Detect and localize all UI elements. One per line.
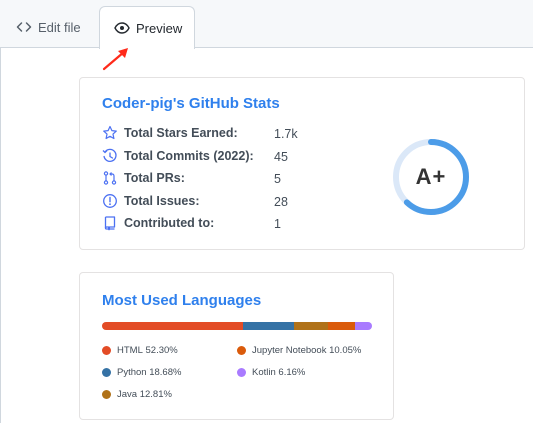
language-bar-segment xyxy=(243,322,294,330)
language-item-kotlin: Kotlin 6.16% xyxy=(237,367,305,378)
issue-icon xyxy=(102,193,118,209)
annotation-arrow xyxy=(102,48,128,71)
tab-preview[interactable]: Preview xyxy=(99,6,195,49)
language-item-python: Python 18.68% xyxy=(102,367,181,378)
language-percent: 6.16% xyxy=(278,367,306,378)
language-bar-segment xyxy=(355,322,372,330)
star-icon xyxy=(102,125,118,141)
stat-value-issues: 28 xyxy=(274,195,288,209)
stat-value-contributed: 1 xyxy=(274,217,281,231)
history-icon xyxy=(102,148,118,164)
stat-row-stars: Total Stars Earned: xyxy=(102,124,238,142)
language-bar-segment xyxy=(102,322,244,330)
stat-label-prs: Total PRs: xyxy=(124,171,185,185)
language-name: HTML xyxy=(117,345,143,356)
repo-icon xyxy=(102,215,118,231)
stat-label-contributed: Contributed to: xyxy=(124,216,215,230)
rank-ring xyxy=(393,139,469,215)
rank-grade: A+ xyxy=(415,164,447,189)
stats-card-title: Coder-pig's GitHub Stats xyxy=(102,95,280,112)
language-color-dot xyxy=(102,390,111,399)
stat-row-issues: Total Issues: xyxy=(102,192,199,210)
languages-card: Most Used Languages HTML 52.30% Python 1… xyxy=(79,272,394,420)
eye-icon xyxy=(114,20,130,36)
stat-value-commits: 45 xyxy=(274,150,288,164)
language-color-dot xyxy=(237,346,246,355)
stat-value-prs: 5 xyxy=(274,172,281,186)
language-color-dot xyxy=(102,368,111,377)
code-icon xyxy=(16,19,32,35)
tab-bar: Edit file Preview xyxy=(0,0,533,49)
language-item-java: Java 12.81% xyxy=(102,389,172,400)
tab-edit-file[interactable]: Edit file xyxy=(16,6,81,48)
language-color-dot xyxy=(237,368,246,377)
pull-request-icon xyxy=(102,170,118,186)
language-bar-segment xyxy=(328,322,356,330)
rank-ring-progress xyxy=(393,139,469,215)
language-name: Python xyxy=(117,367,147,378)
language-name: Jupyter Notebook xyxy=(252,345,327,356)
stat-row-prs: Total PRs: xyxy=(102,169,185,187)
preview-pane xyxy=(0,48,533,423)
languages-card-title: Most Used Languages xyxy=(102,292,262,309)
stat-row-contributed: Contributed to: xyxy=(102,214,214,232)
language-percent: 10.05% xyxy=(329,345,362,356)
language-bar-segment xyxy=(293,322,329,330)
language-percent: 52.30% xyxy=(145,345,178,356)
language-color-dot xyxy=(102,346,111,355)
stat-row-commits: Total Commits (2022): xyxy=(102,147,254,165)
language-progress-bar xyxy=(102,322,372,330)
stat-label-stars: Total Stars Earned: xyxy=(124,126,238,140)
tab-edit-file-label: Edit file xyxy=(38,19,81,35)
stat-label-issues: Total Issues: xyxy=(124,194,200,208)
language-item-html: HTML 52.30% xyxy=(102,345,178,356)
language-name: Java xyxy=(117,389,138,400)
github-stats-card: Coder-pig's GitHub Stats Total Stars Ear… xyxy=(79,77,525,250)
tab-preview-label: Preview xyxy=(136,20,183,36)
language-percent: 12.81% xyxy=(139,389,172,400)
stat-label-commits: Total Commits (2022): xyxy=(124,149,254,163)
stat-value-stars: 1.7k xyxy=(274,127,298,141)
language-name: Kotlin xyxy=(252,367,276,378)
language-percent: 18.68% xyxy=(149,367,182,378)
language-item-jupyter: Jupyter Notebook 10.05% xyxy=(237,345,361,356)
